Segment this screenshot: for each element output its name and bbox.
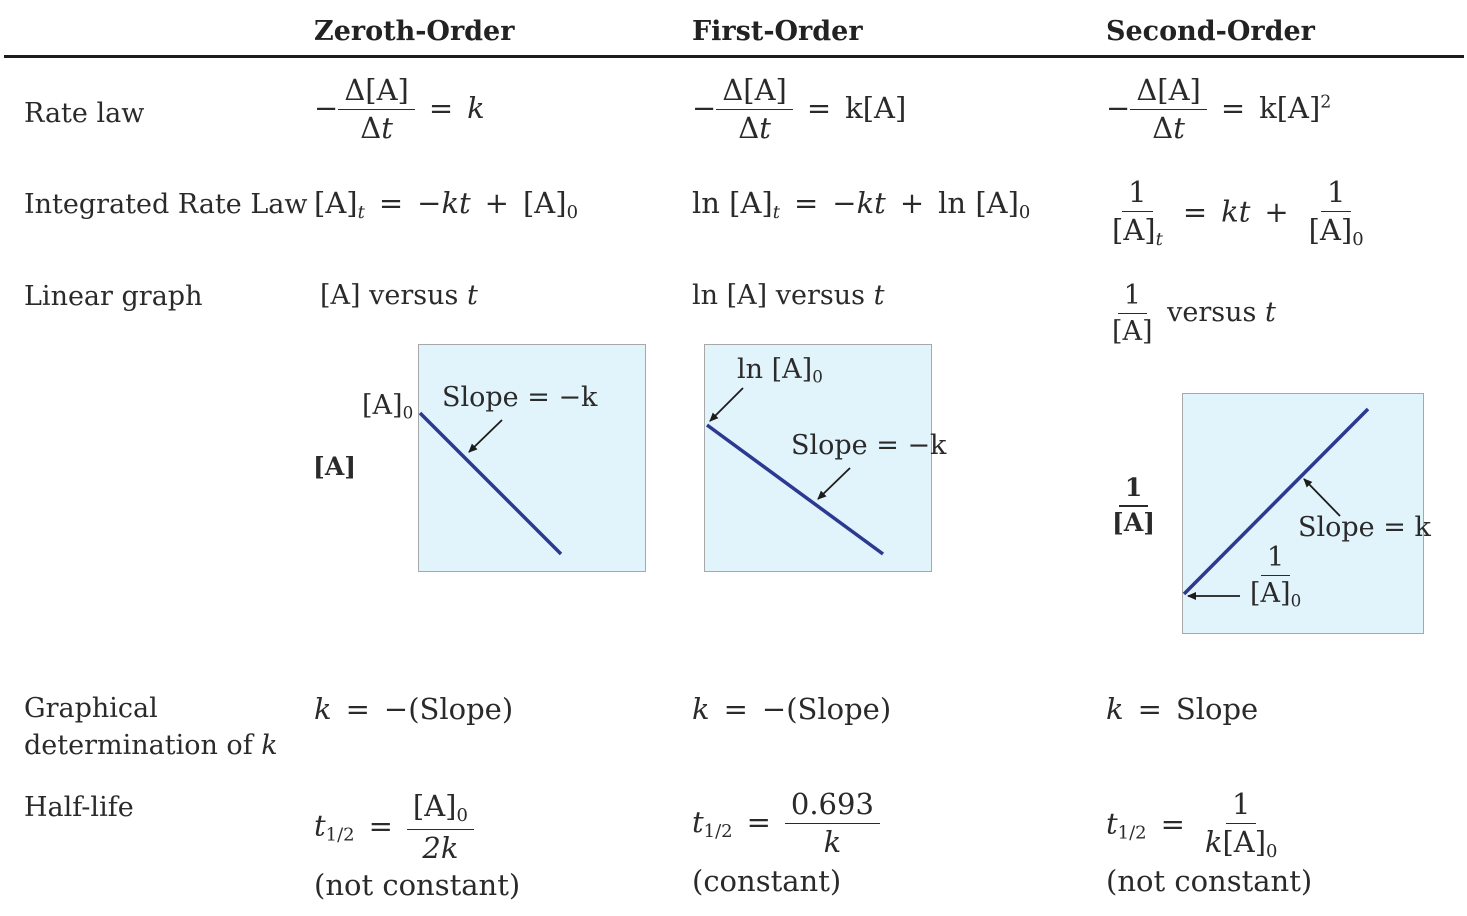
linear-graph-zeroth: [A] versus t (320, 280, 478, 311)
graph-second-intercept-label: 1 [A]0 (1250, 542, 1302, 611)
graph-zeroth-intercept-label: [A]0 (362, 390, 414, 423)
graphical-line1: Graphical (24, 693, 158, 724)
row-label-integrated-rate-law: Integrated Rate Law (24, 189, 308, 220)
graph-first-slope-arrow (817, 467, 851, 500)
linear-graph-second: 1 [A] versus t (1112, 280, 1276, 348)
graphical-k-first: k = −(Slope) (692, 692, 892, 726)
integrated-first: ln [A]t = −kt + ln [A]0 (692, 186, 1031, 224)
header-first-order: First-Order (692, 16, 863, 47)
graphical-k-zeroth: k = −(Slope) (314, 692, 514, 726)
rate-law-zeroth: − Δ[A] Δt = k (314, 73, 485, 146)
graph-zeroth-slope-label: Slope = −k (442, 382, 598, 413)
graph-second (1182, 393, 1424, 634)
header-rule (4, 55, 1464, 58)
graph-first-intercept-arrow (709, 387, 744, 422)
linear-graph-first: ln [A] versus t (692, 280, 885, 311)
graph-second-slope-arrow (1303, 478, 1341, 517)
graph-second-y-axis-label: 1 [A] (1112, 473, 1156, 537)
integrated-second: 1 [A]t = kt +1 [A]0 (1112, 175, 1364, 251)
graph-first-slope-label: Slope = −k (791, 430, 947, 461)
graph-first-line (705, 423, 885, 556)
graphical-k-second: k = Slope (1106, 692, 1259, 726)
half-life-second-note: (not constant) (1106, 864, 1313, 898)
row-label-rate-law: Rate law (24, 98, 145, 129)
integrated-zeroth: [A]t = −kt + [A]0 (314, 186, 578, 224)
graph-second-line (1182, 407, 1370, 596)
graph-second-slope-label: Slope = k (1298, 512, 1431, 543)
graphical-k: k (261, 730, 278, 761)
graph-zeroth-y-axis-label: [A] (313, 452, 357, 481)
graphical-line2: determination of (24, 730, 253, 761)
half-life-zeroth-note: (not constant) (314, 868, 521, 902)
graph-zeroth-line (418, 411, 563, 556)
half-life-first: t1/2 = 0.693 k (692, 787, 880, 860)
half-life-second: t1/2 = 1 k[A]0 (1106, 787, 1278, 863)
half-life-zeroth: t1/2 = [A]0 2k (314, 789, 474, 865)
header-second-order: Second-Order (1106, 16, 1315, 47)
graph-first-intercept-label: ln [A]0 (737, 354, 823, 387)
graph-first (704, 344, 932, 572)
graph-zeroth-slope-arrow (468, 419, 503, 453)
half-life-first-note: (constant) (692, 864, 842, 898)
rate-law-first: − Δ[A] Δt = k[A] (692, 73, 907, 146)
rate-law-second: − Δ[A] Δt = k[A]2 (1106, 73, 1332, 146)
row-label-linear-graph: Linear graph (24, 281, 203, 312)
graph-zeroth (418, 344, 646, 572)
row-label-half-life: Half-life (24, 792, 134, 823)
row-label-graphical: Graphical determination of k (24, 690, 278, 764)
header-zeroth-order: Zeroth-Order (314, 16, 515, 47)
